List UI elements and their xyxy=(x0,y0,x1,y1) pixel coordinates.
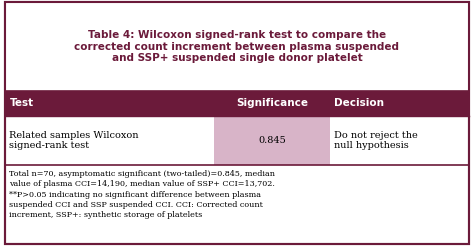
Text: Table 4: Wilcoxon signed-rank test to compare the
corrected count increment betw: Table 4: Wilcoxon signed-rank test to co… xyxy=(74,30,400,63)
Text: Related samples Wilcoxon
signed-rank test: Related samples Wilcoxon signed-rank tes… xyxy=(9,131,139,150)
Bar xyxy=(5,91,469,116)
Text: Test: Test xyxy=(9,98,34,108)
Text: Total n=70, asymptomatic significant (two-tailed)=0.845, median
value of plasma : Total n=70, asymptomatic significant (tw… xyxy=(9,170,275,219)
Bar xyxy=(5,2,469,91)
Text: Do not reject the
null hypothesis: Do not reject the null hypothesis xyxy=(334,131,418,150)
Text: 0.845: 0.845 xyxy=(258,136,286,145)
Bar xyxy=(214,116,330,165)
Text: Decision: Decision xyxy=(334,98,383,108)
Text: Significance: Significance xyxy=(236,98,308,108)
